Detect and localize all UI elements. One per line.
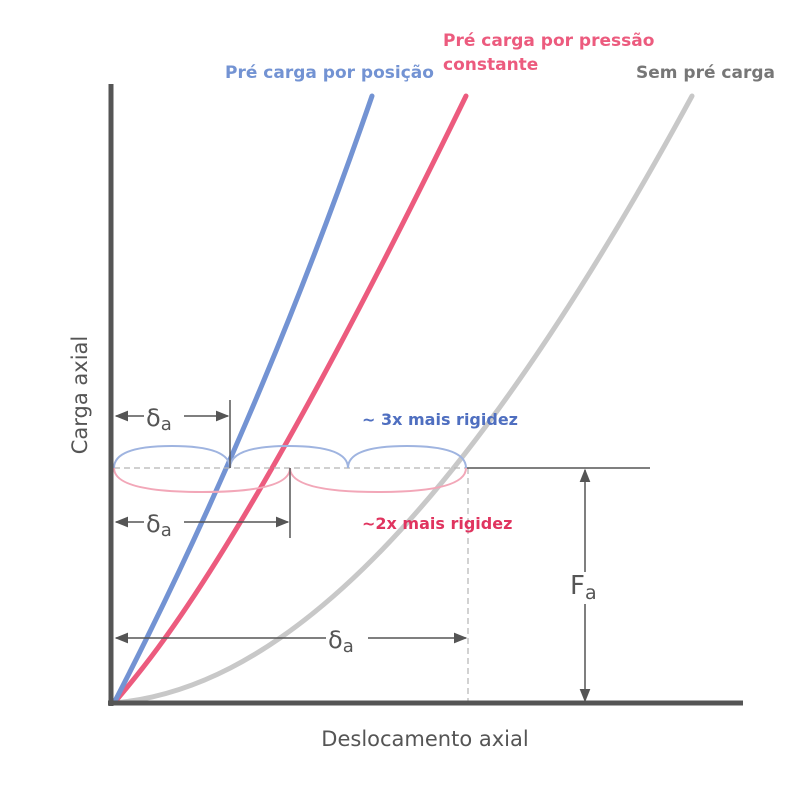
y-axis-label: Carga axial (68, 336, 92, 455)
pressure-preload-curve (111, 93, 469, 706)
position-preload-label: Pré carga por posição (225, 63, 434, 83)
delta-label-no-preload: δa (328, 626, 354, 657)
stiffness-3x-label: ~ 3x mais rigidez (362, 410, 518, 429)
delta-label-pressure: δa (146, 510, 172, 541)
pressure-preload-label-line2: constante (443, 55, 538, 75)
stiffness-3x-brace (113, 444, 467, 469)
delta-label-position: δa (146, 404, 172, 435)
no-preload-curve (111, 93, 695, 706)
pressure-preload-label: Pré carga por pressão (443, 31, 654, 51)
no-preload-label: Sem pré carga (636, 63, 775, 83)
stiffness-2x-label: ~2x mais rigidez (362, 514, 512, 533)
force-label: Fa (570, 571, 597, 604)
x-axis-label: Deslocamento axial (321, 727, 528, 751)
stiffness-2x-brace (113, 467, 467, 494)
position-preload-curve (111, 93, 375, 706)
